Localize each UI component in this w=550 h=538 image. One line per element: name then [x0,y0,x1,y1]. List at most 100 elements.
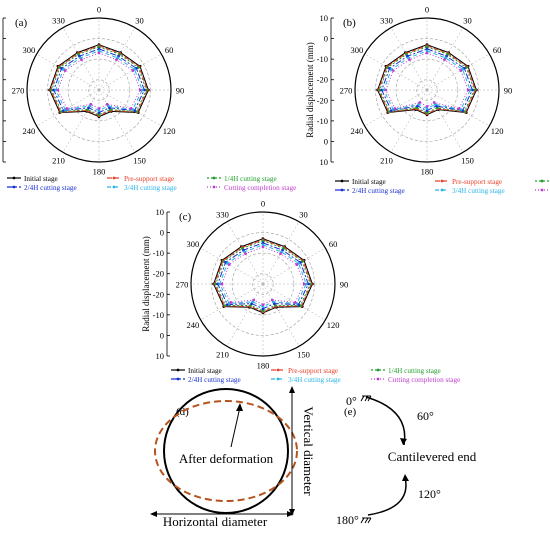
series-point [131,69,135,72]
legend-marker [340,188,344,192]
series-point [425,51,429,55]
radial-tick-label: -20 [153,269,164,279]
angle-tick-label: 240 [350,126,363,136]
polar-panels: 0306090120150180210240270300330-20-20-10… [2,5,549,385]
polar-frame [26,17,172,163]
series-line-1 [377,44,477,116]
upper-arc [365,396,406,446]
series-point [295,263,299,266]
series-point [97,45,101,49]
radial-grid-ring [47,38,151,142]
angle-tick-label: 120 [163,126,176,136]
angular-grid-spoke [62,89,100,153]
angle-tick-label: 150 [133,156,146,166]
legend-label: Cutting completion stage [388,376,460,384]
series-point [56,88,60,92]
panel-label: (c) [179,211,192,223]
series-point [393,107,397,110]
angle-tick-label: 330 [380,15,393,25]
angle-tick-label: 0 [425,5,429,15]
series-point [52,88,56,92]
series-point [306,282,310,286]
angle-tick-label: 300 [350,45,363,55]
diagram-e: (e) 0° 60° Cantilevered end 120° 180° [336,394,477,527]
horizontal-arrow-left [150,511,157,517]
angle-tick-label: 240 [22,126,35,136]
series-point [308,282,312,286]
angle-tick-label: 120 [491,126,504,136]
series-point [261,239,265,243]
radial-tick-label: 0 [160,228,164,238]
legend-label: 2/4H cutting stage [24,184,77,192]
series-point [129,107,133,110]
legend-label: 1/4H cutting stage [224,175,277,183]
horizontal-arrow-right [287,511,294,517]
angle-tick-label: 60 [165,45,174,55]
angular-grid-spoke [200,247,264,285]
series-point [425,107,429,110]
series-point [472,88,476,92]
legend-marker [376,377,380,381]
angular-grid-spoke [364,53,428,91]
polar-panel-3: 0 30 60 90 120 150 180 210 240 270 300 330 -20 -20 -10… [141,199,460,385]
series-point [261,309,265,313]
series-point [384,88,388,92]
after-deformation-label: After deformation [179,451,274,466]
radial-tick-label: -20 [153,289,164,299]
radial-grid-ring [375,38,479,142]
radial-tick-label: -20 [317,95,328,105]
legend-marker [276,368,280,372]
panel-label: (b) [343,17,356,29]
series-point [457,107,461,110]
angle-tick-label: 210 [216,350,229,360]
series-point [378,88,382,92]
angle-tick-label: 300 [186,239,199,249]
radial-tick-label: -20 [317,75,328,85]
deformation-pointer [230,406,241,448]
angle-tick-label: 210 [52,156,65,166]
angle-tick-label: 270 [340,86,353,96]
angle-tick-label: 90 [504,86,513,96]
legend-label: Pre-support stage [288,367,338,375]
legend-label: 3/4H cutting stage [288,376,341,384]
series-point [50,88,54,92]
series-point [220,282,224,286]
series-point [97,49,101,53]
polar-frame [190,211,336,357]
series-point [89,102,93,106]
legend-label: Initial stage [352,178,386,186]
series-point [425,49,429,53]
series-point [302,282,306,286]
upper-arc-arrow [400,438,407,445]
legend-marker [340,179,344,183]
series-point [443,58,446,62]
series-point [304,282,308,286]
legend-label: Pre-support stage [124,175,174,183]
radial-tick-label: 10 [320,13,329,23]
series-point [261,243,265,247]
series-point [391,69,395,72]
angle-tick-label: 330 [216,209,229,219]
legend-marker [540,188,544,192]
panel-label: (a) [15,17,28,29]
legend-marker [112,185,116,189]
angle-tick-label: 270 [176,280,189,290]
series-point [252,298,256,302]
radial-axis-title: Radial displacement (mm) [305,42,315,137]
series-point [408,58,411,62]
legend-label: Cutting completion stage [224,184,296,192]
series-point [227,263,231,266]
angle-tick-label: 270 [12,86,25,96]
legend-label: 2/4H cutting stage [188,376,241,384]
radial-tick-label: -10 [153,310,164,320]
series-point [97,111,101,114]
vertical-arrow-bottom [289,509,295,516]
legend-marker [176,377,180,381]
series-point [425,105,429,108]
series-point [138,88,142,92]
series-point [214,282,218,286]
angular-grid-spoke [390,89,428,153]
series-point [261,303,265,306]
legend-marker [212,176,216,180]
